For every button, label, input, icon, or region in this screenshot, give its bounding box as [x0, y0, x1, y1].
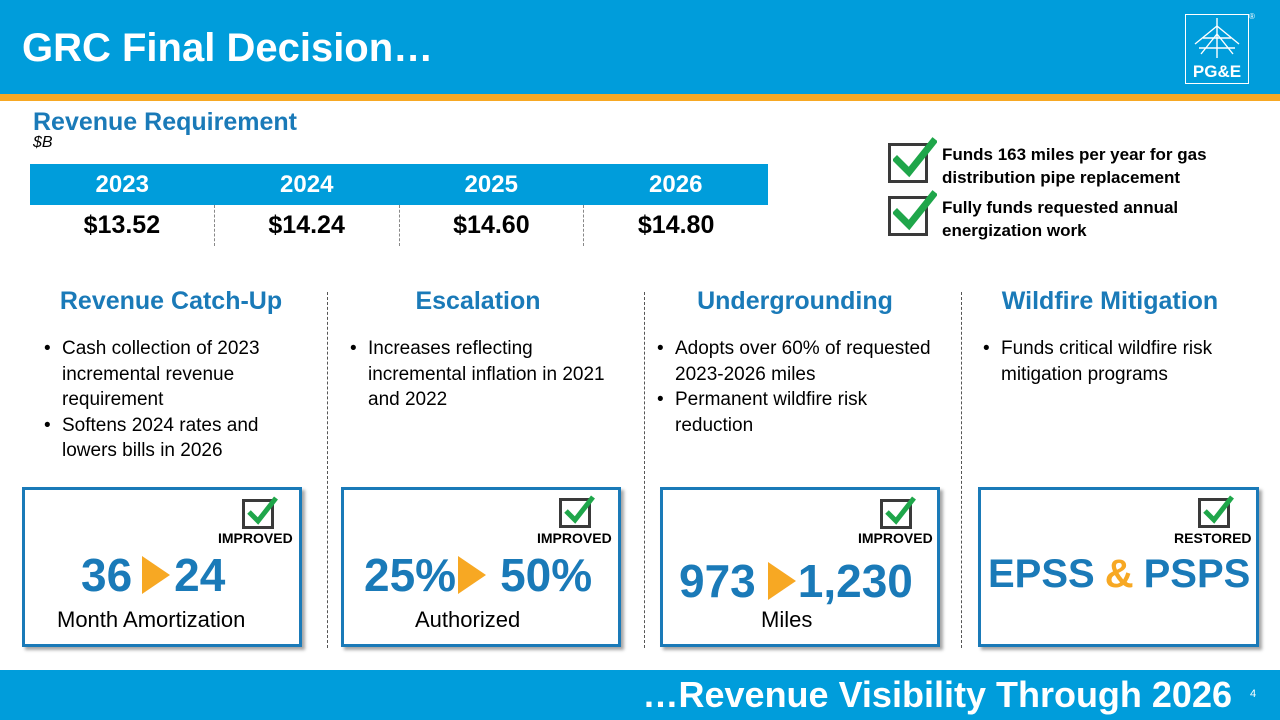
column-title-undergrounding: Undergrounding: [697, 287, 893, 315]
checkbox-checked-icon: [888, 137, 937, 183]
metric-from: 973: [679, 555, 756, 607]
value-cell: $14.60: [398, 205, 584, 246]
column-divider: [644, 292, 645, 648]
metric-change: 36 24: [81, 548, 225, 602]
footer-tagline: …Revenue Visibility Through 2026: [642, 674, 1233, 715]
checkbox-checked-icon: [888, 190, 937, 236]
checkbox-checked-icon: [1198, 495, 1234, 528]
column-title-revenue-catch-up: Revenue Catch-Up: [59, 287, 283, 315]
bullet-item: Cash collection of 2023 incremental reve…: [42, 336, 304, 413]
revenue-table: 2023 2024 2025 2026 $13.52 $14.24 $14.60…: [30, 164, 768, 246]
checkbox-checked-icon: [242, 496, 278, 529]
bullet-item: Increases reflecting incremental inflati…: [348, 336, 610, 413]
arrow-right-icon: [767, 562, 796, 600]
header-bar: [0, 0, 1280, 94]
bullet-item: Funds critical wildfire risk mitigation …: [981, 336, 1251, 387]
column-title-wildfire-mitigation: Wildfire Mitigation: [1001, 287, 1219, 315]
checkbox-checked-icon: [880, 496, 916, 529]
highlight-text: Fully funds requested annual energizatio…: [942, 198, 1179, 240]
card-revenue-catch-up: IMPROVED 36 24 Month Amortization: [22, 487, 302, 647]
highlight-gas-pipe: Funds 163 miles per year for gas distrib…: [888, 137, 1242, 189]
bullets-revenue-catch-up: Cash collection of 2023 incremental reve…: [42, 336, 304, 464]
highlight-text: Funds 163 miles per year for gas distrib…: [942, 145, 1207, 187]
bullet-item: Softens 2024 rates and lowers bills in 2…: [42, 413, 304, 464]
ampersand: &: [1104, 552, 1134, 596]
program-epss: EPSS: [988, 552, 1095, 596]
column-divider: [327, 292, 328, 648]
value-cell: $14.80: [583, 205, 768, 246]
year-cell: 2025: [464, 171, 518, 198]
year-cell: 2024: [280, 171, 334, 198]
metric-from: 25%: [364, 549, 457, 601]
bullets-escalation: Increases reflecting incremental inflati…: [348, 336, 610, 413]
value-cell: $13.52: [83, 211, 161, 239]
metric-to: 50%: [500, 549, 593, 601]
registered-mark: ®: [1249, 12, 1255, 21]
status-label: IMPROVED: [858, 530, 933, 546]
metric-caption: Month Amortization: [57, 607, 246, 632]
metric-caption: Authorized: [415, 607, 521, 632]
highlight-energization: Fully funds requested annual energizatio…: [888, 190, 1242, 242]
bullet-item: Permanent wildfire risk reduction: [655, 387, 945, 438]
slide-title: GRC Final Decision…: [22, 26, 434, 70]
column-title-escalation: Escalation: [415, 287, 541, 315]
checkbox-checked-icon: [559, 495, 595, 528]
year-cell: 2023: [95, 171, 149, 198]
metric-caption: Miles: [761, 607, 813, 632]
revenue-table-header: 2023 2024 2025 2026: [30, 164, 768, 205]
metric-change: 25% 50%: [364, 548, 592, 602]
bullets-undergrounding: Adopts over 60% of requested 2023-2026 m…: [655, 336, 945, 438]
revenue-requirement-title: Revenue Requirement: [33, 108, 297, 136]
status-label: IMPROVED: [218, 530, 293, 546]
footer-bar: [0, 670, 1280, 720]
program-psps: PSPS: [1143, 552, 1251, 596]
page-number: 4: [1250, 688, 1257, 700]
svg-text:PG&E: PG&E: [1193, 62, 1241, 81]
arrow-right-icon: [458, 556, 487, 594]
metric-to: 24: [174, 549, 226, 601]
year-cell: 2026: [649, 171, 703, 198]
revenue-unit: $B: [33, 134, 53, 151]
arrow-right-icon: [142, 556, 171, 594]
value-cell: $14.24: [213, 205, 399, 246]
metric-change: 973 1,230: [679, 554, 913, 608]
card-escalation: IMPROVED 25% 50% Authorized: [341, 487, 621, 647]
pge-logo: PG&E: [1184, 13, 1250, 85]
revenue-table-values: $13.52 $14.24 $14.60 $14.80: [30, 205, 768, 246]
bullets-wildfire-mitigation: Funds critical wildfire risk mitigation …: [981, 336, 1251, 387]
card-wildfire-mitigation: RESTORED EPSS & PSPS: [978, 487, 1259, 647]
bullet-item: Adopts over 60% of requested 2023-2026 m…: [655, 336, 945, 387]
column-divider: [961, 292, 962, 648]
card-undergrounding: IMPROVED 973 1,230 Miles: [660, 487, 940, 647]
metric-to: 1,230: [797, 555, 913, 607]
status-label: IMPROVED: [537, 530, 612, 546]
metric-from: 36: [81, 549, 133, 601]
metric-programs: EPSS & PSPS: [988, 552, 1250, 597]
status-label: RESTORED: [1174, 530, 1252, 546]
header-accent-stripe: [0, 94, 1280, 101]
